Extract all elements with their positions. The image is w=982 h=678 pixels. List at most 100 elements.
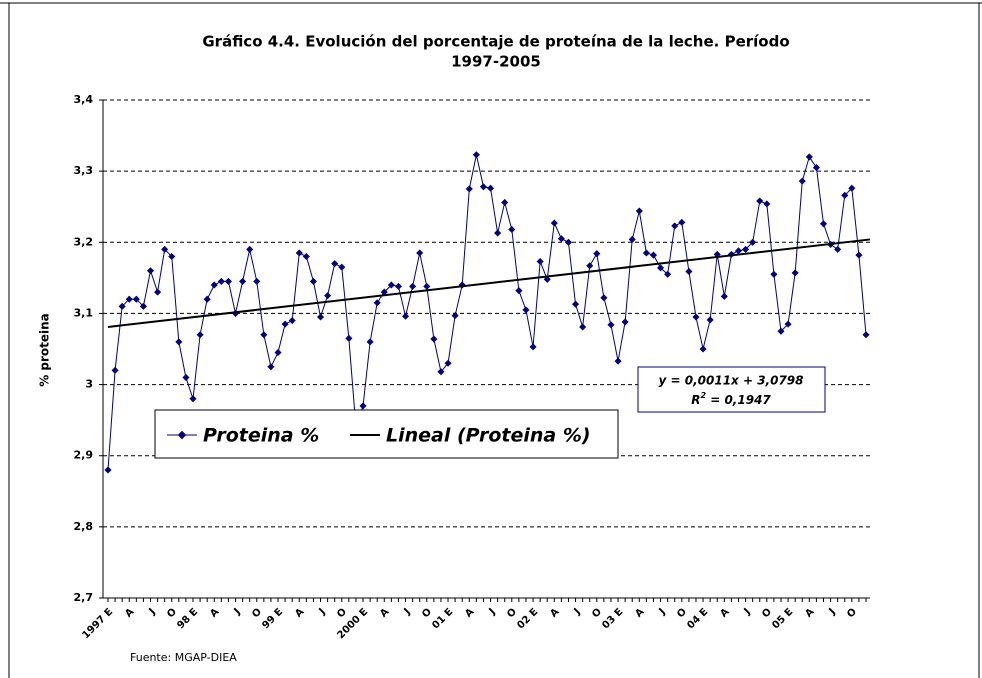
x-tick-label: 02 E — [515, 606, 540, 631]
source: Fuente: MGAP-DIEA — [130, 651, 237, 664]
point — [550, 219, 558, 227]
x-tick-label: A — [633, 606, 646, 619]
point — [791, 269, 799, 277]
x-tick-label: A — [123, 606, 136, 619]
x-tick-label: A — [463, 606, 476, 619]
point — [146, 267, 155, 275]
point — [855, 251, 863, 259]
point — [203, 295, 211, 303]
point — [394, 282, 402, 290]
x-tick-label: O — [675, 606, 689, 620]
point — [281, 320, 289, 328]
point — [805, 153, 813, 161]
point — [416, 249, 424, 257]
point — [210, 281, 218, 289]
point — [309, 277, 317, 285]
point — [536, 257, 544, 266]
point — [366, 338, 374, 346]
point — [763, 200, 771, 208]
x-tick-label: A — [803, 606, 816, 619]
point — [678, 218, 686, 226]
point — [501, 198, 509, 206]
point — [380, 288, 388, 296]
point — [189, 395, 197, 403]
x-tick-label: O — [335, 606, 349, 620]
point — [777, 327, 785, 335]
point — [246, 245, 254, 253]
equation: y = 0,0011x + 3,0798 — [659, 374, 804, 388]
point — [288, 317, 296, 325]
chart-title: 1997-2005 — [451, 53, 541, 71]
x-tick-label: 01 E — [430, 606, 455, 631]
x-tick-label: A — [548, 606, 561, 619]
point — [373, 299, 381, 307]
point — [628, 235, 636, 243]
r-value: = 0,1947 — [706, 393, 771, 407]
y-tick-label: 3,3 — [74, 164, 94, 177]
point — [692, 313, 700, 321]
point — [841, 191, 849, 199]
point — [579, 323, 587, 331]
point — [359, 402, 367, 410]
x-tick-label: J — [827, 606, 838, 617]
x-tick-label: A — [208, 606, 221, 619]
point — [557, 235, 565, 243]
point — [182, 373, 190, 381]
point — [593, 250, 601, 258]
y-axis-label: % proteina — [38, 313, 52, 387]
y-tick-label: 2,8 — [74, 520, 94, 533]
point — [437, 368, 445, 376]
point — [132, 295, 140, 303]
point — [196, 331, 204, 339]
y-tick-label: 3,2 — [74, 235, 94, 248]
point — [104, 466, 112, 474]
y-tick-label: 3,1 — [74, 306, 94, 319]
point — [125, 295, 133, 303]
x-tick-label: O — [165, 606, 179, 620]
x-tick-label: A — [718, 606, 731, 619]
point — [586, 262, 594, 270]
x-tick-label: 98 E — [175, 606, 200, 631]
point — [451, 312, 459, 320]
x-tick-label: J — [657, 606, 668, 617]
x-tick-label: 1997 E — [80, 606, 115, 641]
point — [444, 359, 452, 367]
point — [494, 229, 502, 237]
legend-label: Proteina % — [203, 425, 319, 447]
point — [515, 287, 523, 295]
point — [316, 313, 325, 321]
x-tick-label: A — [293, 606, 306, 619]
x-tick-label: J — [572, 606, 583, 617]
point — [465, 185, 473, 193]
point — [267, 363, 275, 371]
point — [720, 292, 728, 300]
point — [430, 335, 438, 343]
point — [324, 292, 332, 300]
point — [756, 197, 764, 205]
point — [798, 177, 806, 185]
x-tick-label: 03 E — [600, 606, 625, 631]
point — [522, 306, 530, 314]
point — [217, 277, 225, 285]
x-tick-label: O — [250, 606, 264, 620]
legend — [154, 409, 619, 459]
point — [239, 277, 247, 285]
point — [529, 343, 537, 351]
x-tick-label: J — [232, 606, 243, 617]
point — [224, 277, 232, 285]
point — [487, 184, 495, 192]
point — [699, 345, 707, 353]
point — [734, 247, 743, 255]
x-tick-label: J — [317, 606, 328, 617]
point — [161, 245, 169, 253]
point — [175, 338, 183, 346]
x-tick-label: J — [147, 606, 158, 617]
point — [706, 316, 714, 324]
point — [685, 267, 693, 275]
legend-marker — [177, 430, 187, 440]
point — [607, 321, 615, 329]
x-tick-label: O — [845, 606, 859, 620]
point — [848, 184, 856, 192]
y-tick-label: 3 — [85, 378, 93, 391]
